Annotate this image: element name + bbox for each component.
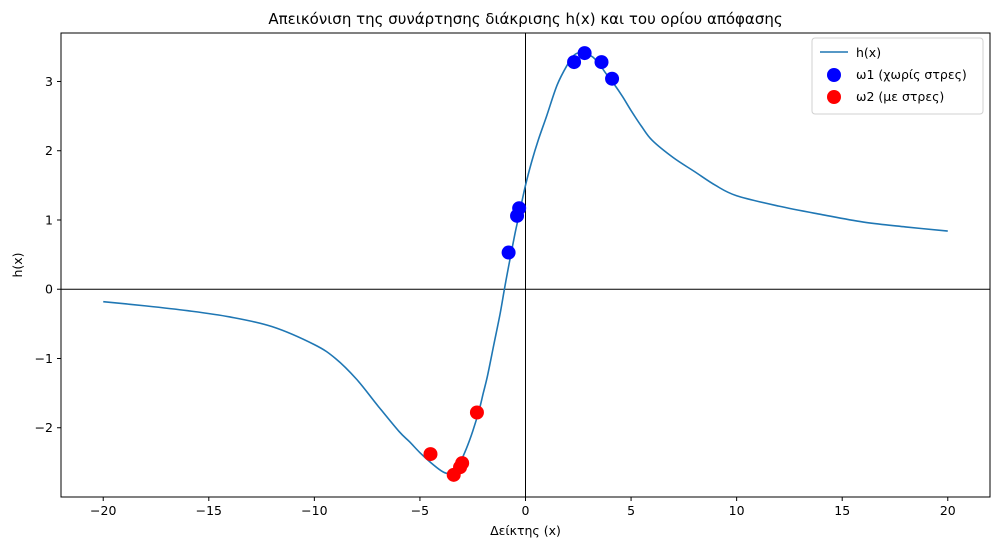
- scatter-point-series-2: [469, 405, 484, 420]
- y-tick-label: 0: [45, 282, 53, 297]
- y-tick-label: −2: [35, 420, 53, 435]
- y-axis-ticks: −2 −1 0 1 2 3: [35, 74, 61, 435]
- y-tick-label: 2: [45, 143, 53, 158]
- legend-swatch-marker: [827, 90, 841, 104]
- scatter-point-series-1: [501, 245, 516, 260]
- legend-box: [811, 37, 984, 115]
- x-tick-label: −15: [196, 503, 222, 518]
- y-tick-label: 3: [45, 74, 53, 89]
- x-tick-label: 0: [522, 503, 530, 518]
- reference-lines: [61, 33, 990, 497]
- chart-title: Απεικόνιση της συνάρτησης διάκρισης h(x)…: [268, 10, 782, 28]
- legend-swatch-marker: [827, 68, 841, 82]
- series-points: [423, 46, 620, 482]
- legend-entry-label: ω2 (με στρες): [856, 89, 944, 104]
- series-lines: [103, 51, 948, 475]
- x-tick-label: 20: [940, 503, 956, 518]
- scatter-point-series-1: [577, 46, 592, 61]
- series-line-h: [103, 51, 948, 475]
- scatter-point-series-1: [567, 55, 582, 70]
- x-tick-label: 10: [729, 503, 745, 518]
- x-axis-ticks: −20 −15 −10 −5 0 5 10 15 20: [90, 497, 956, 518]
- x-tick-label: −20: [90, 503, 116, 518]
- scatter-point-series-2: [423, 447, 438, 462]
- x-axis-label: Δείκτης (x): [490, 523, 561, 538]
- x-tick-label: 15: [834, 503, 850, 518]
- x-tick-label: −5: [411, 503, 429, 518]
- legend-entry-label: h(x): [856, 45, 881, 60]
- y-tick-label: 1: [45, 212, 53, 227]
- scatter-point-series-1: [605, 71, 620, 86]
- scatter-point-series-1: [512, 201, 527, 216]
- y-tick-label: −1: [35, 351, 53, 366]
- x-tick-label: 5: [627, 503, 635, 518]
- scatter-point-series-1: [594, 55, 609, 70]
- legend: h(x) ω1 (χωρίς στρες) ω2 (με στρες): [811, 37, 984, 115]
- y-axis-label: h(x): [10, 252, 25, 277]
- legend-entry-label: ω1 (χωρίς στρες): [856, 67, 967, 82]
- scatter-point-series-2: [455, 456, 470, 471]
- x-tick-label: −10: [301, 503, 327, 518]
